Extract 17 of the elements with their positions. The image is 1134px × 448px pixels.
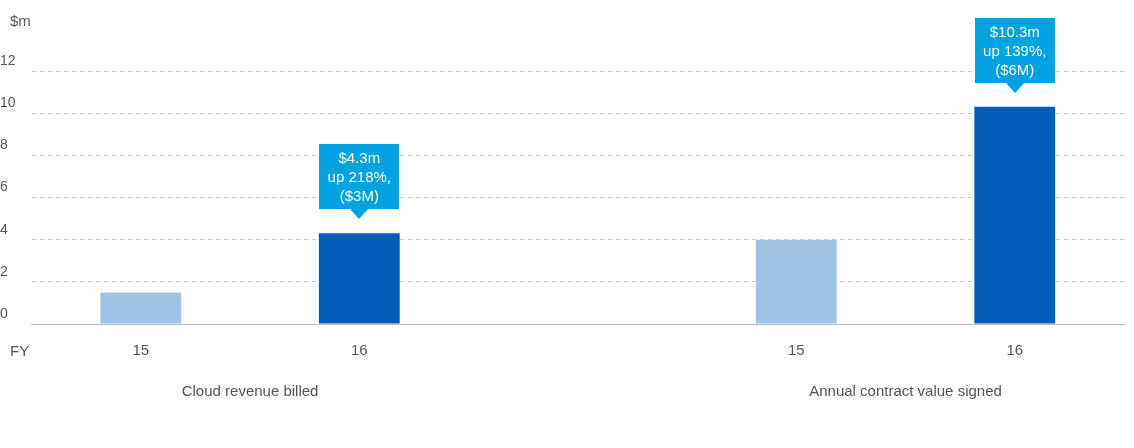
y-tick-label: 0: [0, 304, 8, 321]
y-tick-label: 6: [0, 178, 8, 195]
y-axis-title: $m: [10, 12, 31, 30]
callout: $10.3m up 139%, ($6M): [974, 17, 1055, 93]
y-tick-label: 10: [0, 94, 16, 111]
text: Cloud revenue billed: [181, 382, 319, 400]
x-tick-label: 16: [350, 341, 368, 359]
x-tick-label: 15: [132, 341, 150, 359]
y-tick-label: 12: [0, 51, 16, 68]
callout: $4.3m up 218%, ($3M): [319, 144, 400, 220]
y-tick-label: 2: [0, 262, 8, 279]
y-tick-label: 8: [0, 136, 8, 153]
x-tick-label: 15: [787, 341, 805, 359]
text: Annual contract value signed: [809, 382, 1002, 400]
y-tick-label: 4: [0, 220, 8, 237]
x-axis-title: FY: [10, 342, 30, 360]
x-tick-label: 16: [1006, 341, 1024, 359]
